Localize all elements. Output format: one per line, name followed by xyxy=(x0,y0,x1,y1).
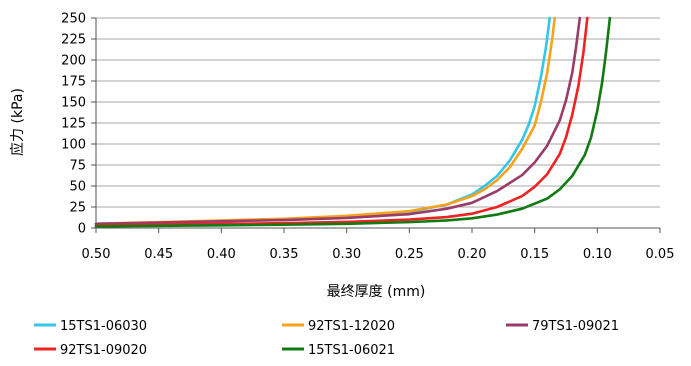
series-line-15TS1-06021 xyxy=(94,16,612,228)
x-tick-label: 0.50 xyxy=(82,247,111,262)
y-tick-label: 50 xyxy=(69,180,86,195)
legend-item: 79TS1-09021 xyxy=(506,319,619,334)
x-axis-title: 最终厚度 (mm) xyxy=(327,284,426,300)
y-tick-label: 175 xyxy=(61,75,86,90)
y-tick-label: 225 xyxy=(61,33,86,48)
legend-label: 15TS1-06021 xyxy=(308,343,395,358)
x-tick-label: 0.40 xyxy=(207,247,236,262)
x-tick-label: 0.25 xyxy=(395,247,424,262)
y-tick-label: 75 xyxy=(69,159,86,174)
x-tick-label: 0.05 xyxy=(646,247,675,262)
legend-label: 92TS1-12020 xyxy=(308,319,395,334)
legend-item: 15TS1-06021 xyxy=(282,343,395,358)
legend-item: 92TS1-12020 xyxy=(282,319,395,334)
series-line-92TS1-09020 xyxy=(94,16,589,227)
tick-labels: 0 25 50 75 100 125 150 175 200 225 250 0.50 0.45 0.40… xyxy=(61,12,674,263)
y-axis-title: 应力 (kPa) xyxy=(9,88,26,156)
legend: 15TS1-06030 92TS1-12020 79TS1-09021 92TS1-0… xyxy=(34,319,619,358)
y-tick-label: 150 xyxy=(61,96,86,111)
series-line-79TS1-09021 xyxy=(94,16,582,226)
y-tick-label: 250 xyxy=(61,12,86,27)
y-tick-label: 0 xyxy=(78,222,86,237)
x-tick-label: 0.30 xyxy=(332,247,361,262)
series-lines xyxy=(94,16,612,228)
axes xyxy=(91,17,661,233)
legend-item: 92TS1-09020 xyxy=(34,343,147,358)
y-tick-label: 200 xyxy=(61,54,86,69)
y-tick-label: 100 xyxy=(61,138,86,153)
gridlines xyxy=(96,17,660,208)
y-tick-label: 125 xyxy=(61,117,86,132)
legend-item: 15TS1-06030 xyxy=(34,319,147,334)
x-tick-label: 0.45 xyxy=(144,247,173,262)
x-tick-label: 0.35 xyxy=(270,247,299,262)
legend-label: 79TS1-09021 xyxy=(532,319,619,334)
x-tick-label: 0.10 xyxy=(583,247,612,262)
series-line-15TS1-06030 xyxy=(94,16,552,226)
x-tick-label: 0.15 xyxy=(520,247,549,262)
legend-label: 15TS1-06030 xyxy=(60,319,147,334)
y-tick-label: 25 xyxy=(69,201,86,216)
series-line-92TS1-12020 xyxy=(94,16,557,226)
legend-label: 92TS1-09020 xyxy=(60,343,147,358)
x-tick-label: 0.20 xyxy=(458,247,487,262)
